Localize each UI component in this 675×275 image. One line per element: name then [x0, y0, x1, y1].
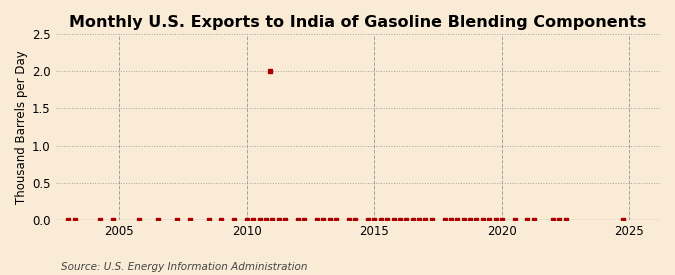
Title: Monthly U.S. Exports to India of Gasoline Blending Components: Monthly U.S. Exports to India of Gasolin…	[69, 15, 647, 30]
Text: Source: U.S. Energy Information Administration: Source: U.S. Energy Information Administ…	[61, 262, 307, 272]
Y-axis label: Thousand Barrels per Day: Thousand Barrels per Day	[15, 50, 28, 204]
